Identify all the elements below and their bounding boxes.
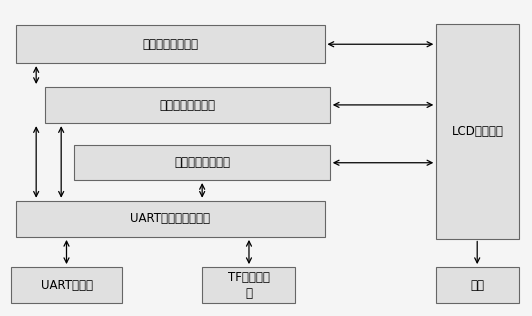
- Text: 波形幅值显示算法: 波形幅值显示算法: [160, 99, 215, 112]
- Bar: [436, 267, 519, 303]
- Bar: [11, 267, 122, 303]
- Bar: [16, 201, 325, 237]
- Bar: [436, 24, 519, 239]
- Bar: [16, 25, 325, 63]
- Text: UART数据帧: UART数据帧: [40, 279, 93, 292]
- Bar: [45, 87, 330, 123]
- Text: 按键: 按键: [470, 279, 485, 292]
- Text: 原始波形显示算法: 原始波形显示算法: [174, 156, 230, 169]
- Text: 波形频率显示算法: 波形频率显示算法: [142, 38, 198, 51]
- Text: LCD显示界面: LCD显示界面: [452, 125, 503, 138]
- Text: UART数据帧重组算法: UART数据帧重组算法: [130, 212, 210, 225]
- Bar: [74, 145, 330, 180]
- Bar: [202, 267, 295, 303]
- Text: TF卡存储算
法: TF卡存储算 法: [228, 271, 270, 300]
